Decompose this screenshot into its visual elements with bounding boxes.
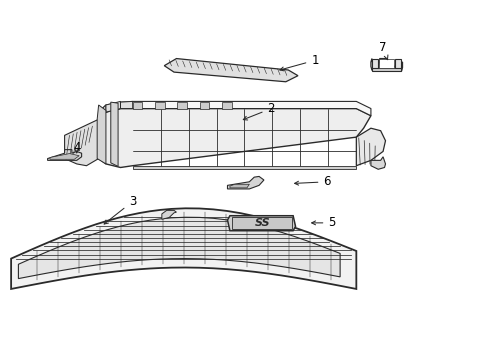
Text: 5: 5	[311, 216, 335, 229]
Polygon shape	[132, 102, 142, 109]
Polygon shape	[106, 102, 120, 112]
Polygon shape	[47, 150, 81, 160]
Polygon shape	[370, 157, 385, 169]
Polygon shape	[99, 102, 370, 119]
Polygon shape	[132, 166, 356, 169]
Polygon shape	[227, 216, 295, 231]
Polygon shape	[394, 59, 400, 70]
Polygon shape	[356, 128, 385, 166]
Polygon shape	[177, 102, 187, 109]
Polygon shape	[232, 217, 291, 229]
Polygon shape	[111, 102, 118, 166]
Polygon shape	[222, 102, 231, 109]
Polygon shape	[164, 59, 297, 82]
Text: 6: 6	[294, 175, 330, 188]
Polygon shape	[64, 119, 99, 166]
Polygon shape	[229, 184, 249, 188]
Polygon shape	[200, 102, 209, 109]
Text: 2: 2	[243, 102, 274, 120]
Polygon shape	[11, 208, 356, 289]
Polygon shape	[162, 210, 176, 219]
Text: 3: 3	[104, 195, 136, 224]
Polygon shape	[97, 105, 106, 164]
Text: 7: 7	[379, 41, 387, 60]
Text: 1: 1	[279, 54, 318, 71]
Polygon shape	[371, 59, 377, 70]
Polygon shape	[99, 105, 106, 119]
Polygon shape	[378, 59, 393, 68]
Polygon shape	[50, 154, 79, 159]
Text: 4: 4	[73, 141, 81, 154]
Polygon shape	[371, 68, 400, 71]
Polygon shape	[370, 59, 402, 71]
Polygon shape	[120, 102, 132, 109]
Polygon shape	[99, 109, 370, 167]
Polygon shape	[19, 217, 340, 279]
Text: SS: SS	[254, 218, 270, 228]
Polygon shape	[155, 102, 164, 109]
Polygon shape	[227, 176, 264, 189]
